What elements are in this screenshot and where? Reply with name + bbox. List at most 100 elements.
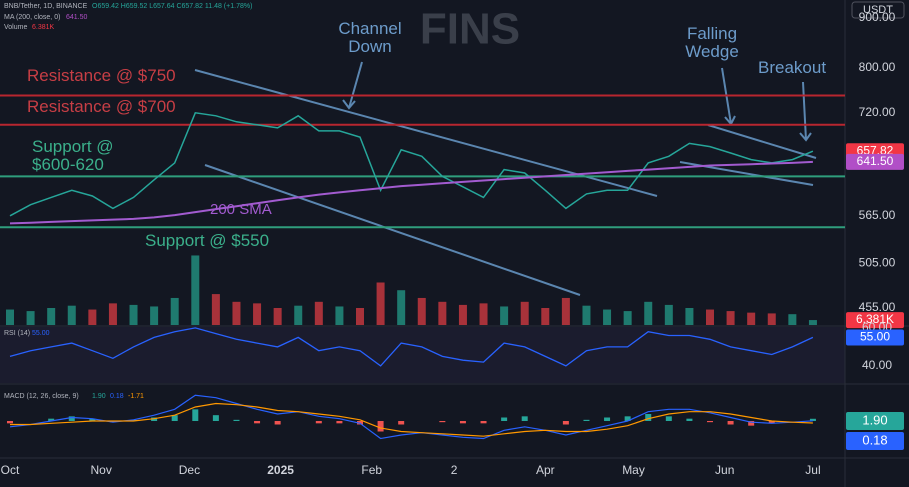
macd-header-value: -1.71 [128,393,144,400]
rsi-header: RSI (14) [4,330,30,337]
macd-histogram-bar [398,421,405,425]
quote: O659.42 H659.52 L657.64 C657.82 11.48 (+… [92,3,252,10]
volume-bar [170,297,179,325]
macd-histogram-bar [459,421,466,424]
macd-histogram-bar [583,419,590,421]
wedge-top [707,124,817,159]
volume-bar [664,304,673,325]
indicator-tag-label: 1.90 [862,412,887,427]
macd-histogram-bar [377,421,384,432]
watermark: FINS [420,5,520,54]
volume-bar [603,309,612,325]
macd-histogram-bar [727,421,734,425]
macd-histogram-bar [748,421,755,426]
macd-histogram-bar [233,419,240,421]
indicator-tag [846,412,904,430]
macd-histogram-bar [768,421,775,424]
macd-header-value: 0.18 [110,393,124,400]
volume-bar [397,290,406,325]
indicator-tag-label: 0.18 [862,432,887,447]
macd-histogram-bar [315,421,322,424]
volume-bar [726,311,735,325]
annotation: 200 SMA [210,201,272,218]
volume-bar [191,255,200,325]
x-tick-label: 2025 [267,463,294,477]
macd-histogram-bar [89,418,96,421]
volume-bar [294,305,303,325]
macd-histogram-bar [686,418,693,421]
symbol-title: BNB/Tether, 1D, BINANCE [4,3,88,10]
price-tag-label: 657.82 [857,143,894,157]
volume-bar [458,304,467,325]
macd-line [9,394,813,440]
rsi-line [9,327,814,367]
macd-header-value: 1.90 [92,393,106,400]
macd-histogram-bar [439,421,446,423]
volume-bar [253,303,262,325]
y-tick-label: 455.00 [859,300,896,314]
volume-bar [747,312,756,325]
volume-bar [520,301,529,325]
volume-bar [88,309,97,325]
channel-bottom [204,164,581,296]
price-tag [846,329,904,346]
volume-bar [67,305,76,325]
volume-bar [561,297,570,325]
price-tag [846,153,904,170]
x-tick-label: 2 [451,463,458,477]
macd-header: MACD (12, 26, close, 9) [4,393,79,400]
volume-bar [314,301,323,325]
macd-histogram-bar [274,421,281,425]
volume-bar [438,301,447,325]
ma-header: MA (200, close, 0) [4,14,60,21]
volume-bar [479,303,488,325]
macd-histogram-bar [624,416,631,421]
y-tick-label: 505.00 [859,256,896,270]
volume-bar [26,311,35,325]
price-tag [846,312,904,329]
volume-bar [767,313,776,325]
volume-bar [788,314,797,325]
macd-histogram-bar [604,417,611,421]
macd-histogram-bar [665,416,672,421]
currency-label[interactable]: USDT [863,4,893,16]
volume-bar [644,301,653,325]
macd-histogram-bar [707,421,713,423]
macd-histogram-bar [171,415,178,421]
volume-bar [150,306,159,325]
macd-histogram-bar [212,415,219,421]
volume-bar [706,309,714,325]
macd-histogram-bar [48,418,55,421]
macd-histogram-bar [645,414,652,421]
macd-histogram-bar [809,418,816,421]
rsi-header-value: 55.00 [32,330,50,337]
y-tick-label: 800.00 [859,60,896,74]
level-label: Resistance @ $750 [27,66,176,85]
y-tick-label: 40.00 [862,358,892,372]
x-tick-label: Jun [715,463,734,477]
volume-bar [273,308,282,325]
price-tag-label: 641.50 [857,154,894,168]
annotation: Breakout [758,58,827,77]
volume-bar [500,306,509,325]
macd-histogram-bar [68,416,75,421]
macd-histogram-bar [562,421,569,425]
level-label: Support @ $550 [145,231,270,250]
annotation: Channel Down [338,19,402,56]
y-tick-label: 900.00 [859,10,896,24]
indicator-tag [846,432,904,450]
arrow [342,61,363,110]
volume-bar [808,320,817,325]
price-tag-label: 55.00 [860,330,890,344]
volume-bar [129,304,138,325]
x-tick-label: Jul [805,463,820,477]
price-line [9,160,813,225]
macd-histogram-bar [521,416,528,421]
volume-bar [211,294,220,325]
currency-button[interactable] [851,1,905,19]
macd-histogram-bar [192,409,199,421]
x-tick-label: Dec [179,463,200,477]
